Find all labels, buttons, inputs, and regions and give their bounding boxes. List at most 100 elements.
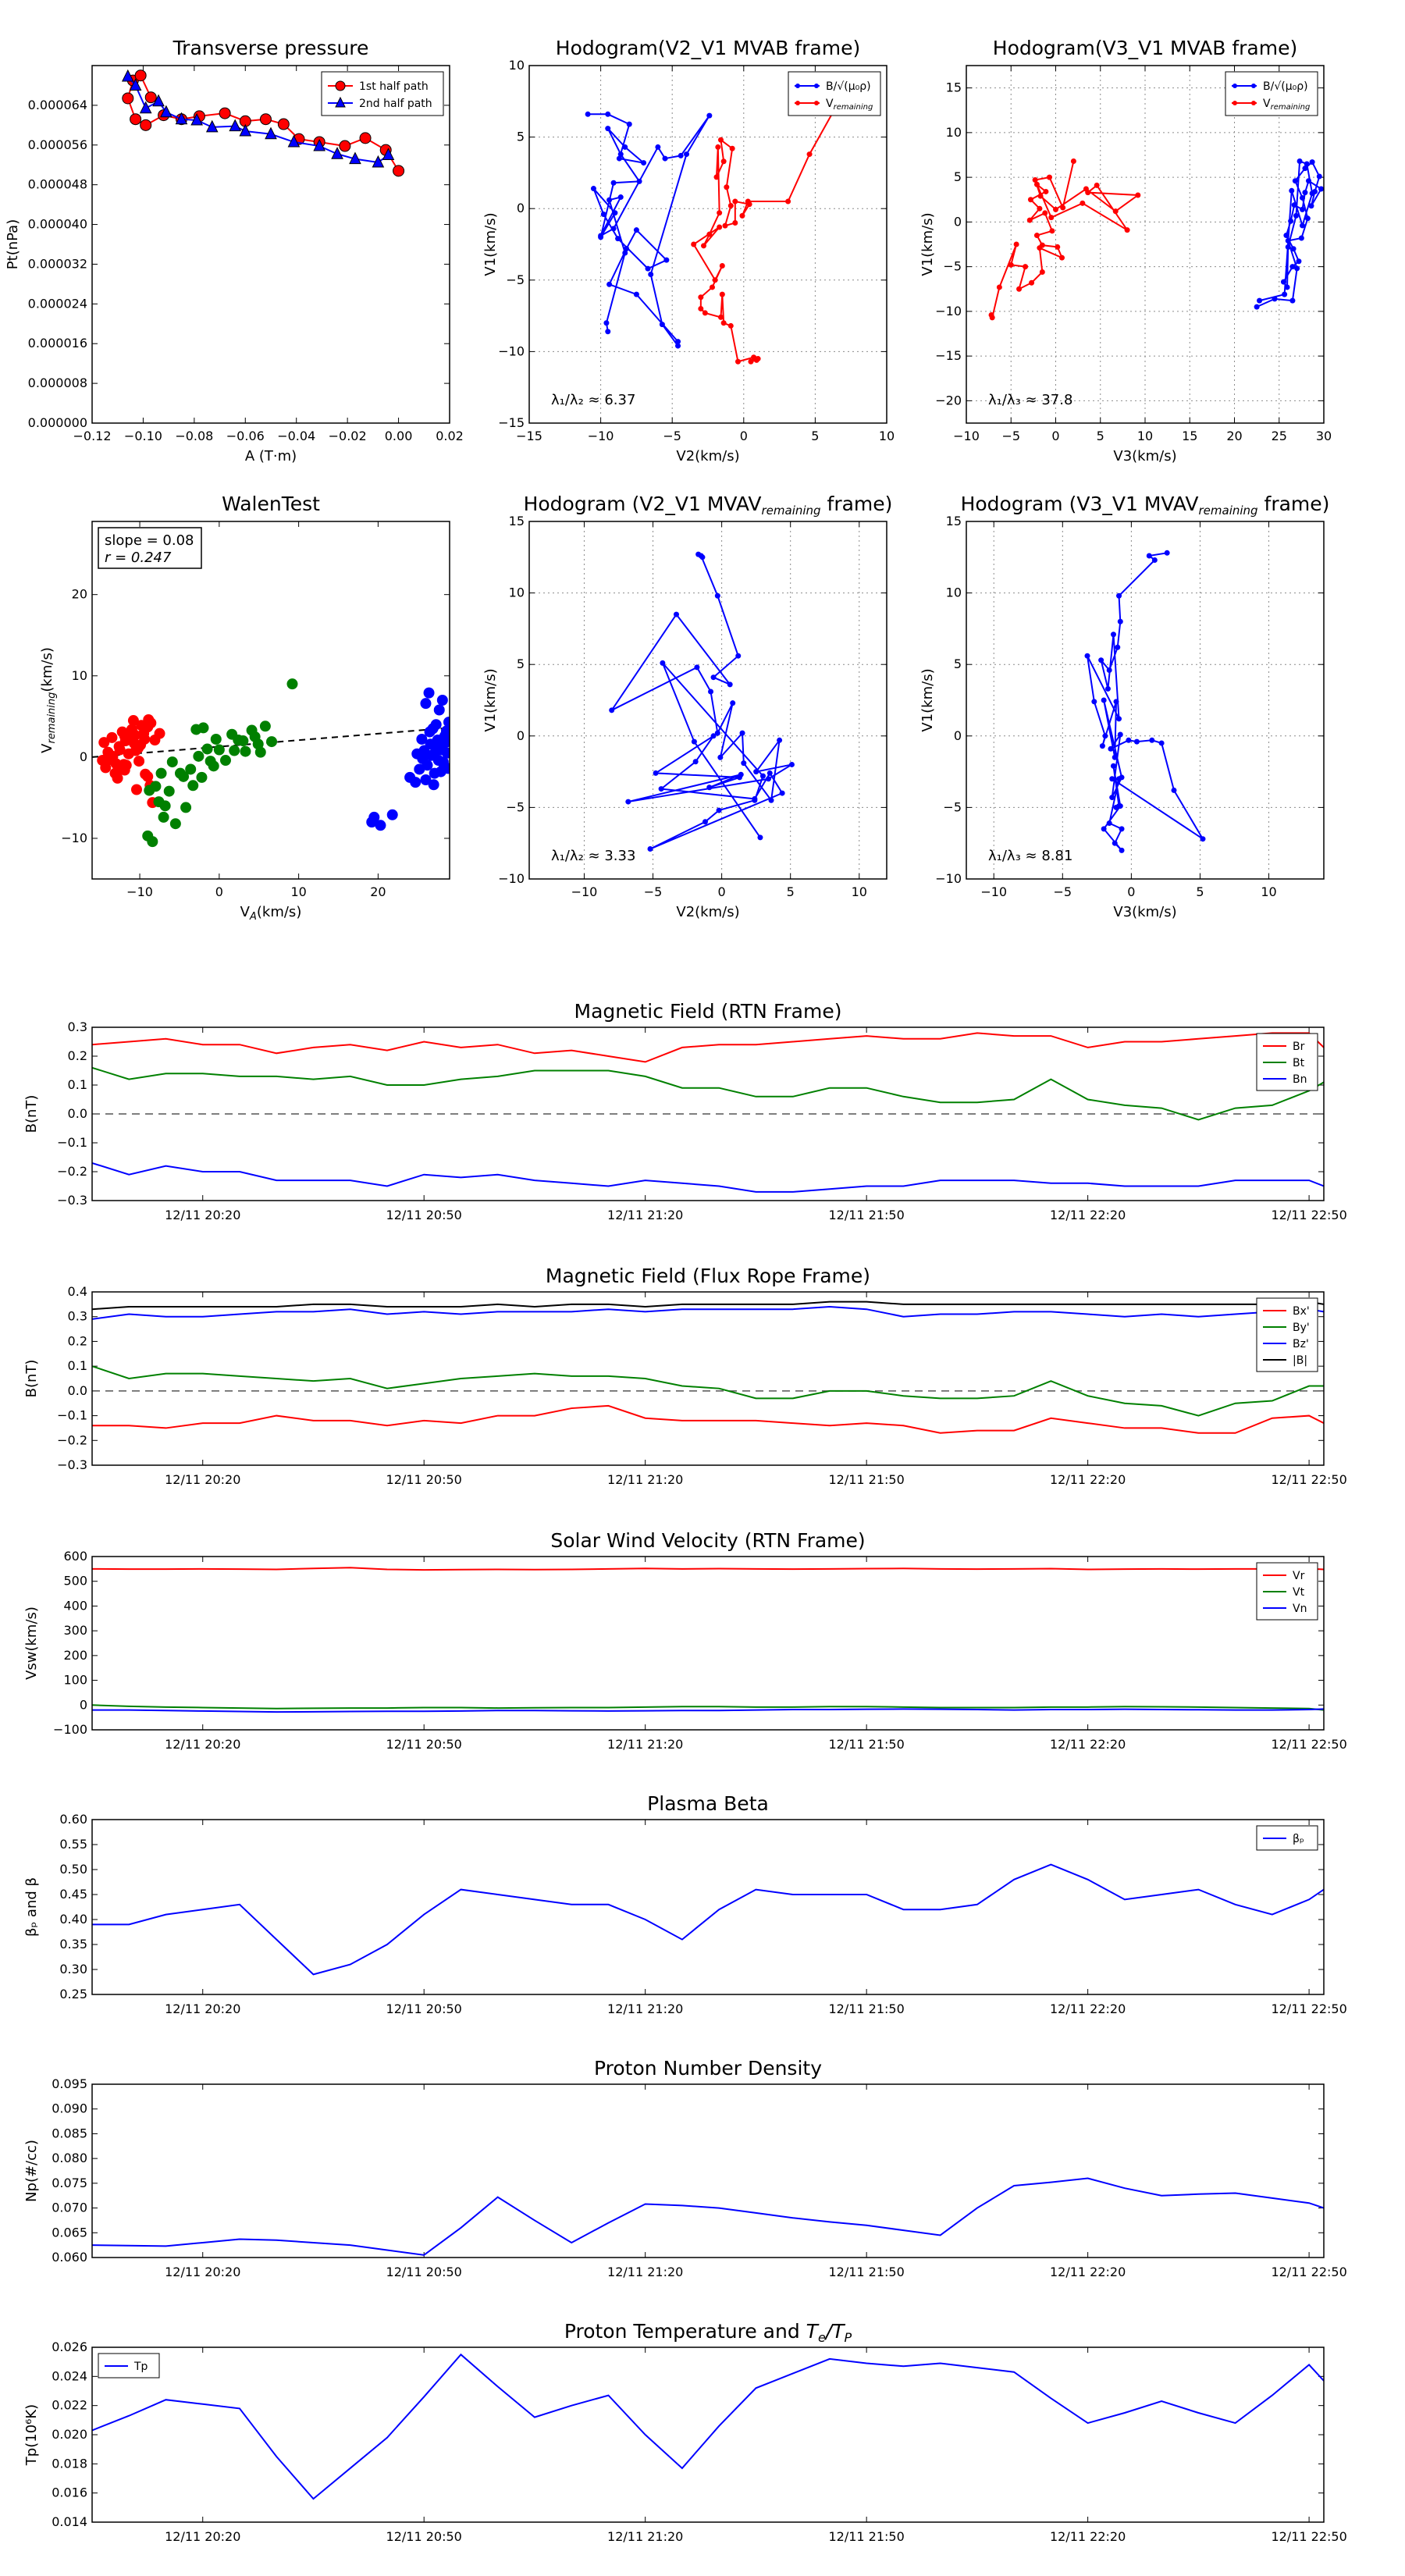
series-1-point — [729, 145, 735, 151]
series-2-point — [440, 725, 450, 737]
series-1-point — [1080, 200, 1086, 206]
series-2-point — [414, 763, 425, 775]
series-0-point — [768, 797, 774, 803]
series-0-point — [1149, 737, 1155, 743]
series-1-point — [205, 756, 216, 767]
series-1-point — [239, 123, 252, 137]
x-tick-label: 12/11 21:50 — [828, 2001, 904, 2016]
series-2-point — [441, 747, 450, 759]
series-0-point — [119, 730, 130, 742]
series-0-point — [788, 761, 795, 767]
y-tick-label: 0.60 — [59, 1812, 87, 1827]
series-1-point — [197, 722, 209, 734]
plot-area — [92, 1032, 1324, 1193]
axes-frame — [91, 1291, 1325, 1466]
series-0-point — [1316, 173, 1322, 180]
legend-marker — [814, 101, 819, 105]
plot-area — [92, 2353, 1324, 2500]
y-tick-label: 0.070 — [52, 2201, 87, 2215]
series-0-point — [1116, 716, 1122, 722]
series-1-point — [286, 678, 298, 690]
y-tick-label: 0.090 — [52, 2101, 87, 2116]
series-0-point — [691, 738, 697, 745]
series-0-point — [655, 144, 661, 150]
series-1-point — [720, 158, 727, 165]
series-0-point — [1292, 178, 1298, 184]
y-tick-label: 500 — [63, 1574, 87, 1589]
legend: B/√(μ₀ρ)Vremaining — [788, 71, 881, 116]
chart-title: Hodogram (V2_V1 MVAVremaining frame) — [524, 493, 893, 518]
series-2-point — [436, 695, 448, 706]
y-tick-label: −10 — [498, 871, 525, 886]
series-1-point — [187, 780, 199, 792]
series-1-point — [287, 134, 301, 148]
series-0-point — [622, 144, 628, 150]
y-axis-label-rest: (km/s) — [39, 647, 55, 692]
y-tick-label: 10 — [72, 668, 87, 683]
x-tick-label: −10 — [126, 884, 153, 899]
x-tick-label: 12/11 21:20 — [607, 1737, 683, 1752]
series-0-point — [603, 320, 610, 326]
series-0-point — [641, 160, 647, 166]
annotation-text: λ₁/λ₃ ≈ 8.81 — [988, 848, 1072, 864]
series-2-point — [375, 820, 386, 831]
chart-title: Magnetic Field (Flux Rope Frame) — [546, 1265, 870, 1287]
series-1-point — [698, 294, 704, 301]
x-axis-label: A (T·m) — [245, 448, 297, 464]
series-0-point — [130, 113, 142, 126]
series-0-point — [1119, 847, 1125, 853]
x-tick-label: 15 — [1182, 429, 1197, 443]
series-0-point — [647, 846, 653, 852]
series-1-point — [732, 220, 738, 226]
series-0-point — [616, 155, 622, 162]
title-subscript: remaining — [762, 503, 821, 518]
x-tick-label: 5 — [1097, 429, 1104, 443]
series-0-point — [1102, 733, 1108, 739]
x-axis-label-sub: A — [249, 911, 257, 923]
x-axis-label: V3(km/s) — [1113, 448, 1176, 464]
series-1-point — [1048, 215, 1055, 221]
series-0-point — [675, 339, 681, 345]
series-1-point — [752, 356, 758, 362]
axes-frame — [91, 1819, 1325, 1995]
series-0-point — [219, 107, 231, 119]
y-tick-label: 0.40 — [59, 1912, 87, 1927]
series-0-point — [605, 111, 611, 117]
chart-title: Transverse pressure — [173, 37, 369, 59]
y-tick-label: 20 — [72, 587, 87, 602]
legend-sub: remaining — [1271, 103, 1311, 112]
x-tick-label: 12/11 21:50 — [828, 2529, 904, 2544]
x-tick-label: 20 — [370, 884, 386, 899]
y-tick-label: 0 — [517, 201, 525, 215]
x-tick-label: −0.08 — [175, 429, 213, 443]
y-tick-label: 5 — [954, 169, 962, 184]
x-tick-label: 12/11 20:20 — [165, 1472, 240, 1487]
series-0-point — [1289, 187, 1295, 194]
series-1-point — [1029, 279, 1035, 286]
series-0-point — [737, 774, 743, 781]
legend-label: B/√(μ₀ρ) — [826, 80, 871, 93]
series-0-point — [1254, 304, 1260, 310]
series-0-point — [1306, 178, 1312, 184]
series-0-point — [612, 210, 618, 216]
legend-box — [788, 71, 881, 116]
series-0-point — [767, 770, 773, 776]
series-0-point — [658, 786, 664, 792]
legend-box — [1225, 71, 1318, 116]
series-1-point — [1037, 193, 1044, 199]
plot-area — [988, 158, 1324, 321]
x-tick-label: −10 — [953, 429, 980, 443]
series-0-point — [678, 152, 684, 158]
x-tick-label: 12/11 22:50 — [1271, 1208, 1346, 1222]
x-tick-label: 12/11 21:20 — [607, 1208, 683, 1222]
timeseries-panel-4: Proton Number Density 0.060 0.065 0.070 0.07… — [23, 2057, 1347, 2279]
timeseries-panel-3: Plasma Beta 0.25 0.30 0.35 0.40 0.45 0.50 0.55 0… — [23, 1792, 1347, 2016]
series-0-point — [1113, 699, 1119, 705]
y-tick-label: 0.080 — [52, 2151, 87, 2165]
series-1-point — [201, 743, 213, 755]
series-0-line — [92, 2353, 1324, 2500]
series-1-point — [719, 291, 725, 297]
series-1-point — [717, 314, 724, 320]
y-tick-label: 15 — [946, 80, 962, 95]
